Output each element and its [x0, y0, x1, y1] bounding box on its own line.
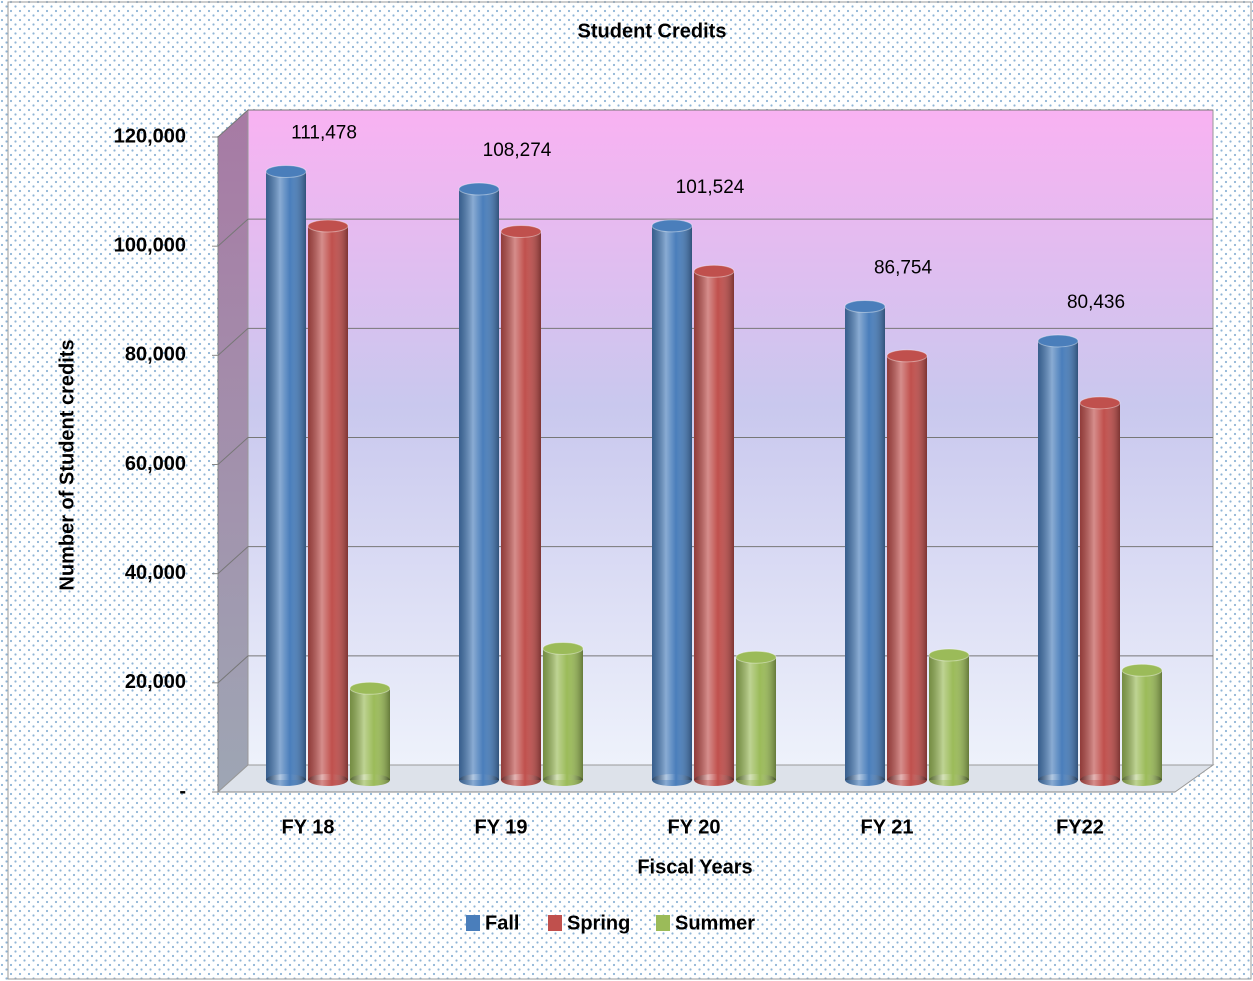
bar-base-shade [887, 774, 927, 786]
y-tick-label: 20,000 [125, 671, 186, 693]
bar-base-shade [350, 774, 390, 786]
bar-base-shade [736, 774, 776, 786]
data-label: 80,436 [1067, 292, 1125, 313]
bar-base-shade [266, 774, 306, 786]
bar-shade [652, 225, 692, 781]
x-tick-label: FY 19 [475, 816, 528, 838]
bar-top [928, 648, 970, 662]
x-tick-label: FY 20 [668, 816, 721, 838]
bar-top [307, 219, 349, 233]
bar-top [651, 219, 693, 233]
y-tick-label: - [179, 780, 186, 802]
bar-top [349, 681, 391, 695]
data-label: 111,478 [291, 123, 357, 144]
bar-shade [694, 271, 734, 780]
grid-line [217, 327, 249, 356]
bar-top [1121, 663, 1163, 677]
y-tick-label: 80,000 [125, 344, 186, 366]
bar-top [735, 650, 777, 664]
x-tick-label: FY 21 [861, 816, 914, 838]
bar-shade [845, 306, 885, 780]
bar-shade [1038, 340, 1078, 780]
bar-top [693, 264, 735, 278]
bar-top [844, 299, 886, 313]
bar-shade [543, 648, 583, 780]
x-tick-label: FY 18 [282, 816, 335, 838]
bar-shade [266, 171, 306, 780]
bar-shade [1122, 670, 1162, 780]
legend-label: Fall [485, 912, 519, 934]
grid-line [217, 218, 249, 247]
bar-base-shade [929, 774, 969, 786]
frame [7, 1, 1252, 980]
bar-top [1037, 334, 1079, 348]
y-tick-label: 40,000 [125, 562, 186, 584]
legend-swatch [466, 915, 480, 931]
bar-shade [459, 189, 499, 781]
bar-shade [308, 225, 348, 780]
grid-line [217, 109, 249, 138]
bar-shade [887, 355, 927, 780]
y-tick-label: 60,000 [125, 453, 186, 475]
bar-base-shade [1122, 774, 1162, 786]
grid-line [217, 546, 249, 575]
bar-top [458, 182, 500, 196]
bar-top [1079, 396, 1121, 410]
data-label: 101,524 [676, 177, 745, 198]
legend-label: Spring [567, 912, 630, 934]
bar-base-shade [1038, 774, 1078, 786]
legend-swatch [656, 915, 670, 931]
bar-base-shade [652, 774, 692, 786]
bar-base-shade [694, 774, 734, 786]
grid-line [217, 655, 249, 684]
bar-top [886, 349, 928, 363]
bar-top [542, 641, 584, 655]
y-tick-label: 120,000 [114, 125, 186, 147]
y-tick-label: 100,000 [114, 234, 186, 256]
bar-shade [501, 231, 541, 780]
bar-base-shade [459, 774, 499, 786]
bar-shade [929, 655, 969, 780]
data-label: 86,754 [874, 257, 933, 278]
bar-base-shade [501, 774, 541, 786]
bar-base-shade [845, 774, 885, 786]
x-axis-title: Fiscal Years [637, 856, 752, 878]
data-label: 108,274 [483, 140, 552, 161]
legend-swatch [548, 915, 562, 931]
bar-shade [1080, 402, 1120, 780]
bar-shade [350, 688, 390, 780]
bar-base-shade [308, 774, 348, 786]
x-tick-label: FY22 [1056, 816, 1104, 838]
y-axis-title: Number of Student credits [56, 339, 78, 590]
grid-line [217, 437, 249, 465]
legend-label: Summer [675, 912, 755, 934]
bar-top [265, 165, 307, 179]
bar-base-shade [543, 774, 583, 786]
chart-title: Student Credits [578, 20, 727, 42]
bar-top [500, 224, 542, 238]
bar-base-shade [1080, 774, 1120, 786]
bar-shade [736, 657, 776, 780]
